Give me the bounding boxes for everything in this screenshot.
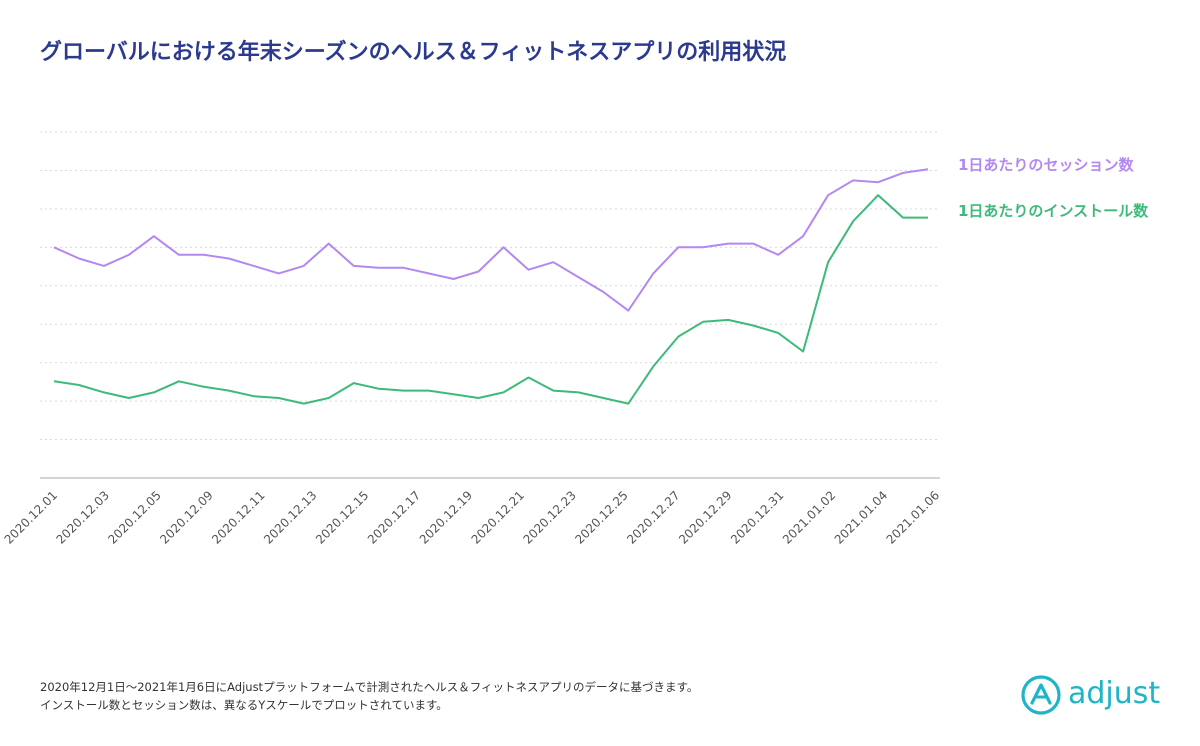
x-tick-label: 2020.12.05	[105, 488, 163, 546]
legend-installs: 1日あたりのインストール数	[958, 202, 1149, 220]
x-tick-label: 2021.01.02	[780, 488, 838, 546]
series-lines	[53, 168, 929, 405]
x-tick-label: 2020.12.21	[469, 488, 527, 546]
legend-sessions: 1日あたりのセッション数	[958, 156, 1134, 174]
x-tick-label: 2021.01.04	[832, 488, 890, 546]
chart-title: グローバルにおける年末シーズンのヘルス＆フィットネスアプリの利用状況	[40, 40, 787, 65]
footnote-line-1: 2020年12月1日〜2021年1月6日にAdjustプラットフォームで計測され…	[40, 680, 699, 694]
x-tick-label: 2020.12.09	[157, 488, 215, 546]
x-tick-label: 2020.12.01	[2, 488, 60, 546]
x-tick-label: 2021.01.06	[884, 488, 942, 546]
x-tick-label: 2020.12.29	[676, 488, 734, 546]
series-line-installs	[53, 194, 928, 405]
x-tick-label: 2020.12.17	[365, 488, 423, 546]
x-tick-label: 2020.12.25	[572, 488, 630, 546]
adjust-logo-icon	[1021, 675, 1061, 715]
adjust-logo: adjust	[1020, 674, 1165, 718]
gridlines	[40, 131, 940, 479]
x-tick-label: 2020.12.15	[313, 488, 371, 546]
x-tick-label: 2020.12.31	[728, 488, 786, 546]
adjust-logo-text: adjust	[1068, 676, 1161, 711]
x-tick-label: 2020.12.19	[417, 488, 475, 546]
series-line-sessions	[53, 168, 929, 312]
footnote: 2020年12月1日〜2021年1月6日にAdjustプラットフォームで計測され…	[40, 678, 698, 714]
x-axis-ticks: 2020.12.012020.12.032020.12.052020.12.09…	[2, 488, 942, 546]
x-tick-label: 2020.12.03	[54, 488, 112, 546]
line-chart: 2020.12.012020.12.032020.12.052020.12.09…	[2, 131, 942, 547]
x-tick-label: 2020.12.23	[520, 488, 578, 546]
x-tick-label: 2020.12.11	[209, 488, 267, 546]
x-tick-label: 2020.12.27	[624, 488, 682, 546]
x-tick-label: 2020.12.13	[261, 488, 319, 546]
footnote-line-2: インストール数とセッション数は、異なるYスケールでプロットされています。	[40, 698, 448, 712]
